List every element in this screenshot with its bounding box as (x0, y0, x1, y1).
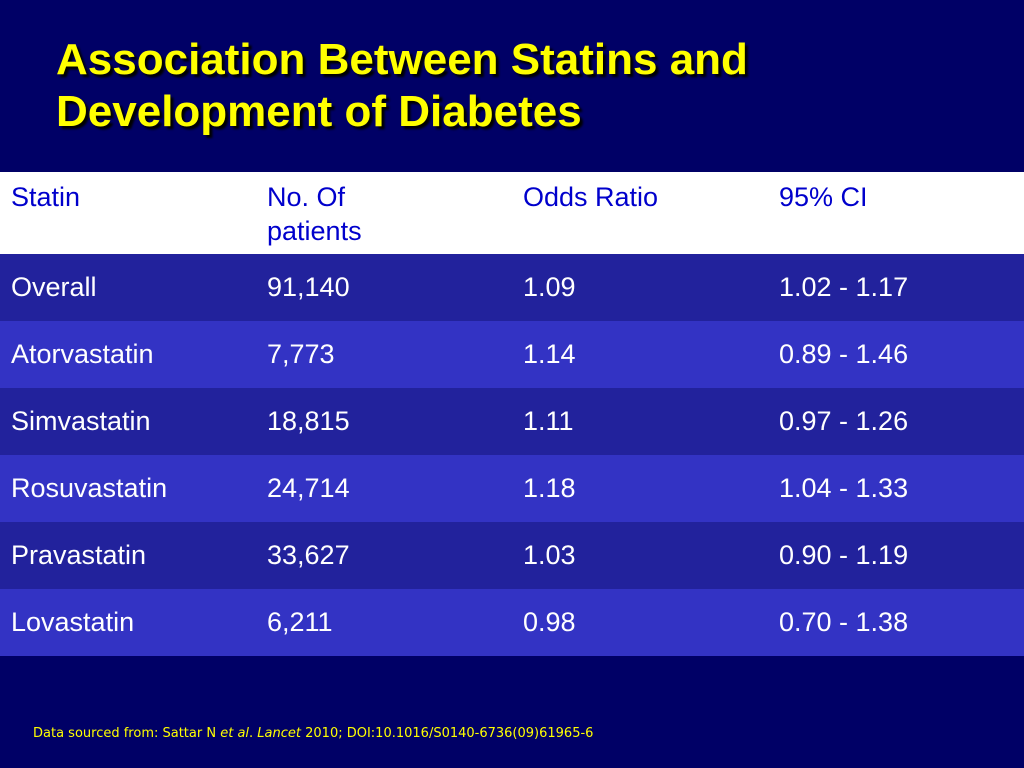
cell-patients: 24,714 (256, 455, 512, 522)
cell-statin: Lovastatin (0, 589, 256, 656)
source-footnote: Data sourced from: Sattar N et al. Lance… (33, 726, 593, 742)
cell-odds-ratio: 1.11 (512, 388, 768, 455)
header-patients-line-2: patients (267, 216, 362, 246)
cell-odds-ratio: 1.14 (512, 321, 768, 388)
table-row: Rosuvastatin 24,714 1.18 1.04 - 1.33 (0, 455, 1024, 522)
table-row: Atorvastatin 7,773 1.14 0.89 - 1.46 (0, 321, 1024, 388)
header-patients: No. Of patients (256, 172, 512, 254)
table-header-row: Statin No. Of patients Odds Ratio 95% CI (0, 172, 1024, 254)
title-line-1: Association Between Statins and (56, 35, 748, 84)
cell-ci: 0.89 - 1.46 (768, 321, 1024, 388)
header-ci: 95% CI (768, 172, 1024, 254)
header-odds-ratio: Odds Ratio (512, 172, 768, 254)
cell-statin: Atorvastatin (0, 321, 256, 388)
header-patients-line-1: No. Of (267, 182, 346, 212)
footnote-et-al: et al (220, 726, 250, 741)
cell-ci: 0.90 - 1.19 (768, 522, 1024, 589)
header-statin: Statin (0, 172, 256, 254)
cell-patients: 6,211 (256, 589, 512, 656)
cell-patients: 7,773 (256, 321, 512, 388)
cell-odds-ratio: 1.18 (512, 455, 768, 522)
cell-odds-ratio: 1.09 (512, 254, 768, 321)
cell-ci: 0.97 - 1.26 (768, 388, 1024, 455)
cell-statin: Simvastatin (0, 388, 256, 455)
slide-title: Association Between Statins and Developme… (56, 34, 986, 138)
cell-statin: Overall (0, 254, 256, 321)
cell-odds-ratio: 0.98 (512, 589, 768, 656)
cell-ci: 1.02 - 1.17 (768, 254, 1024, 321)
cell-patients: 91,140 (256, 254, 512, 321)
footnote-prefix: Data sourced from: Sattar N (33, 726, 221, 741)
cell-statin: Rosuvastatin (0, 455, 256, 522)
footnote-dot: . (249, 726, 258, 741)
cell-ci: 0.70 - 1.38 (768, 589, 1024, 656)
table-row: Pravastatin 33,627 1.03 0.90 - 1.19 (0, 522, 1024, 589)
title-line-2: Development of Diabetes (56, 87, 582, 136)
cell-statin: Pravastatin (0, 522, 256, 589)
table-row: Lovastatin 6,211 0.98 0.70 - 1.38 (0, 589, 1024, 656)
cell-patients: 18,815 (256, 388, 512, 455)
table-row: Overall 91,140 1.09 1.02 - 1.17 (0, 254, 1024, 321)
table-row: Simvastatin 18,815 1.11 0.97 - 1.26 (0, 388, 1024, 455)
cell-odds-ratio: 1.03 (512, 522, 768, 589)
cell-patients: 33,627 (256, 522, 512, 589)
statin-odds-table: Statin No. Of patients Odds Ratio 95% CI … (0, 172, 1024, 656)
footnote-journal: Lancet (257, 726, 301, 741)
cell-ci: 1.04 - 1.33 (768, 455, 1024, 522)
footnote-suffix: 2010; DOI:10.1016/S0140-6736(09)61965-6 (301, 726, 594, 741)
